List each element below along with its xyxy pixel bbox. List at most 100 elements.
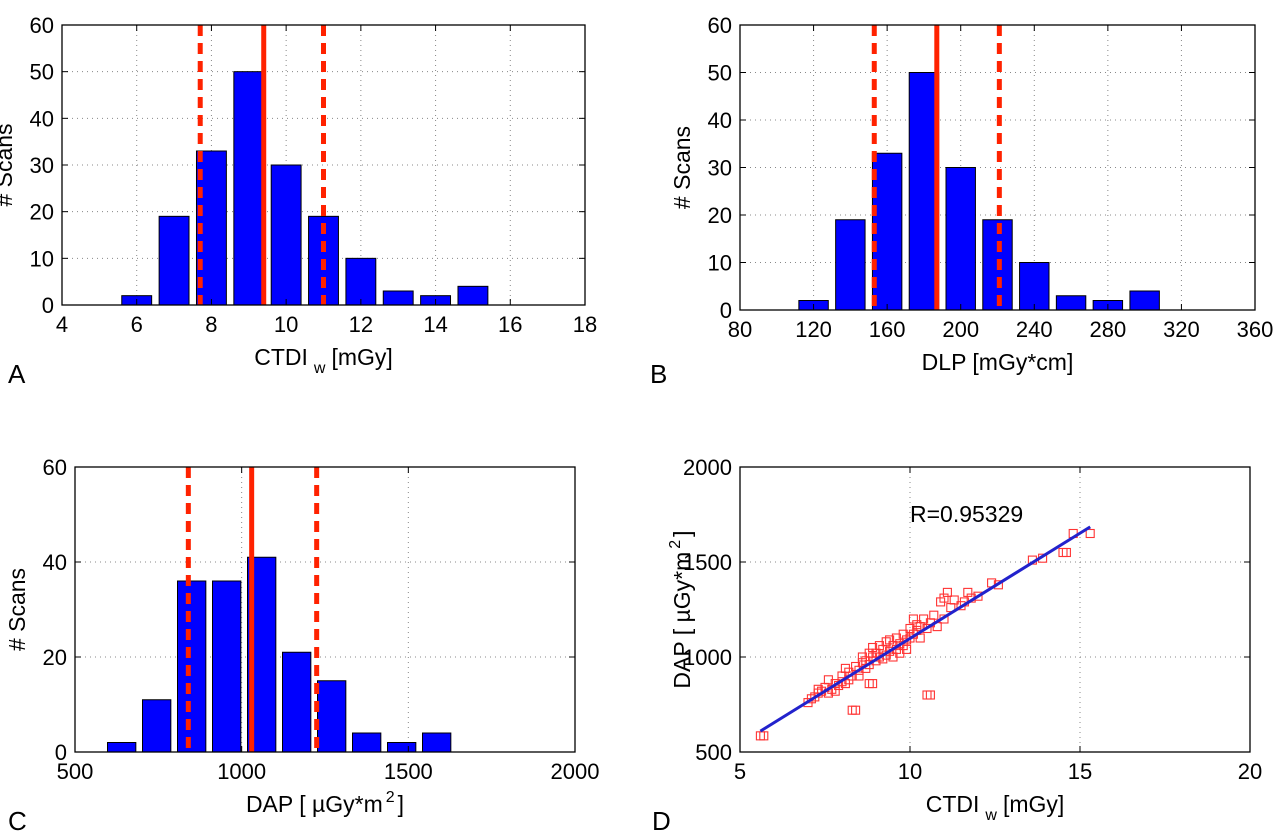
y-tick-label: 20 — [43, 645, 67, 670]
y-tick-label: 20 — [30, 200, 54, 225]
y-tick-label: 10 — [708, 251, 732, 276]
y-tick-label: 60 — [708, 13, 732, 38]
y-tick-label: 40 — [708, 108, 732, 133]
bar — [177, 580, 207, 753]
panel-letter-b: B — [650, 359, 667, 389]
scatter-point — [902, 635, 912, 645]
panel-letter-a: A — [8, 359, 26, 389]
panel-letter-d: D — [652, 806, 671, 836]
bar — [422, 732, 452, 753]
scatter-point — [755, 731, 765, 741]
histogram-dlp: 80 120 160 200 240 280 320 360 0 10 20 30 40 50 60 DLP … — [669, 13, 1273, 375]
y-tick-label: 50 — [708, 61, 732, 86]
x-tick-label: 18 — [573, 312, 597, 337]
bar — [1129, 290, 1160, 311]
bar — [282, 651, 312, 753]
scatter-point — [915, 633, 925, 643]
plot-frame — [74, 466, 576, 753]
y-axis-label: # Scans — [669, 126, 695, 209]
bar — [835, 219, 866, 311]
bar — [1055, 295, 1087, 311]
scatter-point — [912, 620, 922, 630]
scatter-point — [885, 635, 895, 645]
bar — [1019, 262, 1050, 311]
y-tick-label: 2000 — [683, 455, 732, 480]
x-tick-label: 160 — [869, 317, 906, 342]
y-tick-label: 0 — [55, 740, 67, 765]
x-tick-label: 8 — [205, 312, 217, 337]
bar — [107, 742, 137, 753]
y-tick-label: 0 — [42, 293, 54, 318]
scatter-point — [949, 595, 959, 605]
scatter-point — [851, 705, 861, 715]
x-tick-label: 120 — [795, 317, 832, 342]
y-tick-label: 500 — [695, 740, 732, 765]
x-tick-label: 12 — [349, 312, 373, 337]
scatter-point — [922, 623, 932, 634]
bar — [345, 257, 377, 306]
y-tick-label: 40 — [30, 106, 54, 131]
x-tick-label: 240 — [1016, 317, 1053, 342]
scatter-point — [925, 690, 935, 700]
bar — [945, 167, 976, 311]
scatter-point — [868, 642, 878, 653]
x-axis-label: CTDI w [mGy] — [254, 344, 393, 377]
y-tick-label: 20 — [708, 203, 732, 228]
scatter-dap-vs-ctdi: R=0.95329 5 10 15 20 500 1000 1500 2000 CTDI w [mGy… — [667, 455, 1262, 824]
y-axis-label: DAP [ µGy*m2] — [667, 530, 695, 688]
x-tick-label: 1500 — [384, 759, 433, 784]
x-tick-label: 280 — [1089, 317, 1126, 342]
scatter-point — [942, 587, 952, 597]
x-tick-label: 4 — [56, 312, 68, 337]
x-tick-label: 2000 — [551, 759, 600, 784]
bar — [387, 742, 417, 753]
x-axis-label: DAP [ µGy*m 2] — [246, 789, 404, 817]
x-tick-label: 80 — [728, 317, 752, 342]
scatter-point — [929, 610, 939, 620]
x-tick-label: 320 — [1163, 317, 1200, 342]
fit-line — [759, 525, 1091, 733]
bar — [352, 732, 382, 753]
x-tick-label: 15 — [1068, 759, 1092, 784]
y-tick-label: 30 — [708, 156, 732, 181]
scatter-point — [963, 587, 973, 597]
x-tick-label: 200 — [942, 317, 979, 342]
x-tick-label: 1000 — [217, 759, 266, 784]
scatter-point — [864, 679, 874, 689]
x-tick-label: 20 — [1238, 759, 1262, 784]
scatter-point — [902, 644, 912, 654]
bar — [317, 680, 347, 753]
y-tick-label: 50 — [30, 60, 54, 85]
y-axis-label: # Scans — [0, 123, 17, 206]
x-tick-label: 10 — [898, 759, 922, 784]
y-tick-label: 0 — [720, 298, 732, 323]
y-tick-label: 60 — [30, 13, 54, 38]
bar — [270, 164, 302, 306]
bar — [142, 699, 172, 753]
y-tick-label: 1000 — [683, 645, 732, 670]
scatter-point — [922, 690, 932, 700]
bar — [457, 285, 489, 306]
bar — [382, 290, 414, 306]
scatter-point — [813, 684, 823, 694]
bar — [871, 152, 903, 311]
scatter-point — [1058, 547, 1068, 558]
histogram-dap: 500 1000 1500 2000 0 20 40 60 DAP [ µGy*m 2] # Sca… — [4, 455, 599, 817]
plot-frame — [739, 466, 1251, 753]
x-axis-label: CTDI w [mGy] — [926, 791, 1065, 824]
y-tick-label: 30 — [30, 153, 54, 178]
y-axis-label: # Scans — [4, 568, 30, 651]
bar — [212, 580, 242, 753]
correlation-annotation: R=0.95329 — [910, 501, 1023, 527]
scatter-point — [1085, 528, 1095, 539]
y-tick-label: 10 — [30, 246, 54, 271]
bar — [233, 71, 265, 306]
scatter-point — [973, 591, 983, 601]
x-axis-label: DLP [mGy*cm] — [922, 349, 1074, 375]
bar — [158, 215, 190, 306]
x-tick-label: 16 — [498, 312, 522, 337]
x-tick-label: 360 — [1237, 317, 1274, 342]
x-tick-label: 5 — [734, 759, 746, 784]
scatter-point — [759, 731, 769, 741]
